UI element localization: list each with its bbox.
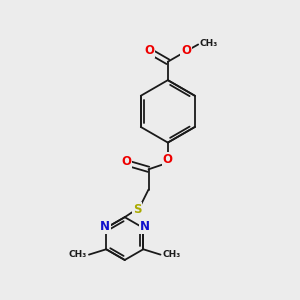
Text: N: N	[100, 220, 110, 233]
Text: O: O	[181, 44, 191, 57]
Text: CH₃: CH₃	[69, 250, 87, 259]
Text: N: N	[140, 220, 150, 233]
Text: O: O	[144, 44, 154, 57]
Text: CH₃: CH₃	[163, 250, 181, 259]
Text: CH₃: CH₃	[200, 39, 218, 48]
Text: O: O	[163, 153, 173, 166]
Text: O: O	[122, 155, 131, 168]
Text: S: S	[133, 203, 142, 216]
